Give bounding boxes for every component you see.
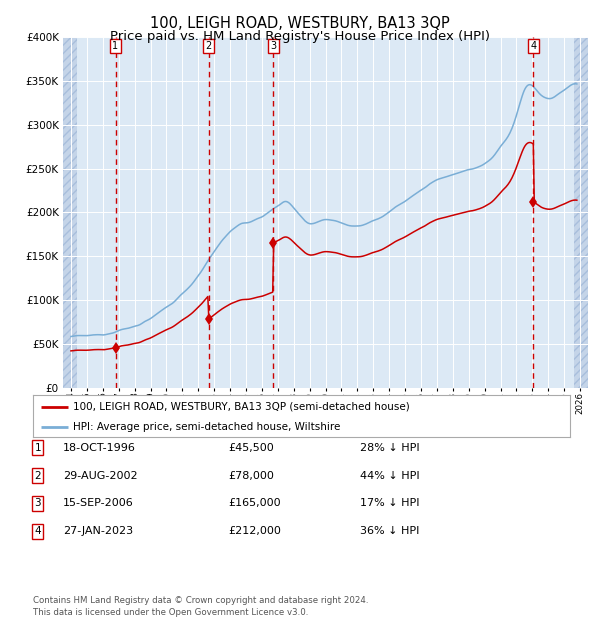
Text: £78,000: £78,000 bbox=[228, 471, 274, 480]
Text: 2: 2 bbox=[205, 41, 212, 51]
Text: £45,500: £45,500 bbox=[228, 443, 274, 453]
Text: 27-JAN-2023: 27-JAN-2023 bbox=[63, 526, 133, 536]
Text: 44% ↓ HPI: 44% ↓ HPI bbox=[360, 471, 419, 480]
Text: 3: 3 bbox=[34, 498, 41, 508]
Text: Price paid vs. HM Land Registry's House Price Index (HPI): Price paid vs. HM Land Registry's House … bbox=[110, 30, 490, 43]
Text: 15-SEP-2006: 15-SEP-2006 bbox=[63, 498, 134, 508]
Text: 18-OCT-1996: 18-OCT-1996 bbox=[63, 443, 136, 453]
Text: Contains HM Land Registry data © Crown copyright and database right 2024.
This d: Contains HM Land Registry data © Crown c… bbox=[33, 596, 368, 617]
Text: 17% ↓ HPI: 17% ↓ HPI bbox=[360, 498, 419, 508]
Text: 100, LEIGH ROAD, WESTBURY, BA13 3QP: 100, LEIGH ROAD, WESTBURY, BA13 3QP bbox=[150, 16, 450, 31]
Text: 3: 3 bbox=[270, 41, 276, 51]
Text: 2: 2 bbox=[34, 471, 41, 480]
Bar bbox=[574, 37, 588, 387]
Text: 36% ↓ HPI: 36% ↓ HPI bbox=[360, 526, 419, 536]
Bar bbox=[63, 37, 77, 387]
Text: 1: 1 bbox=[112, 41, 119, 51]
Text: 28% ↓ HPI: 28% ↓ HPI bbox=[360, 443, 419, 453]
Text: HPI: Average price, semi-detached house, Wiltshire: HPI: Average price, semi-detached house,… bbox=[73, 422, 341, 432]
Text: 4: 4 bbox=[34, 526, 41, 536]
Text: 1: 1 bbox=[34, 443, 41, 453]
Text: 100, LEIGH ROAD, WESTBURY, BA13 3QP (semi-detached house): 100, LEIGH ROAD, WESTBURY, BA13 3QP (sem… bbox=[73, 402, 410, 412]
Bar bbox=[574, 37, 588, 387]
Text: £165,000: £165,000 bbox=[228, 498, 281, 508]
Text: 29-AUG-2002: 29-AUG-2002 bbox=[63, 471, 137, 480]
Text: £212,000: £212,000 bbox=[228, 526, 281, 536]
Bar bbox=[63, 37, 77, 387]
Text: 4: 4 bbox=[530, 41, 536, 51]
